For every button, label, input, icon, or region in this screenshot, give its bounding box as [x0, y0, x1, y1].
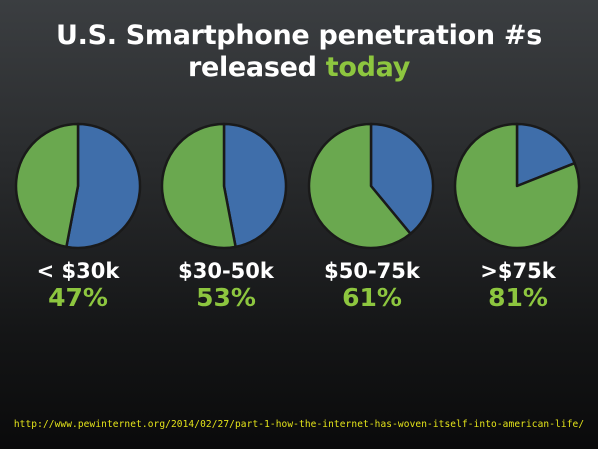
title-accent-word: today — [325, 52, 411, 83]
pie-over-75k-smartphone-slice — [515, 122, 576, 188]
value-label-30-50k: 53% — [196, 283, 256, 312]
title-line-2-prefix: released — [187, 52, 326, 83]
pie-50-75k-other-slice — [307, 122, 412, 250]
category-label-30-50k: $30-50k — [178, 259, 274, 283]
pie-under-30k-other-slice — [14, 122, 80, 249]
title-line-2: released today — [0, 52, 598, 84]
value-label-under-30k: 47% — [48, 283, 108, 312]
pie-30-50k-other-slice — [160, 122, 237, 250]
pie-30-50k-smartphone-slice — [222, 122, 288, 249]
chart-title: U.S. Smartphone penetration #s released … — [0, 20, 598, 84]
value-label-50-75k: 61% — [342, 283, 402, 312]
category-label-under-30k: < $30k — [36, 259, 120, 283]
value-label-over-75k: 81% — [488, 283, 548, 312]
category-label-over-75k: >$75k — [480, 259, 556, 283]
category-label-50-75k: $50-75k — [324, 259, 420, 283]
source-link[interactable]: http://www.pewinternet.org/2014/02/27/pa… — [13, 419, 585, 430]
title-line-1: U.S. Smartphone penetration #s — [56, 20, 542, 51]
pie-over-75k-other-slice — [453, 122, 581, 250]
pie-under-30k-smartphone-slice — [65, 122, 142, 250]
pie-50-75k-smartphone-slice — [369, 122, 435, 236]
